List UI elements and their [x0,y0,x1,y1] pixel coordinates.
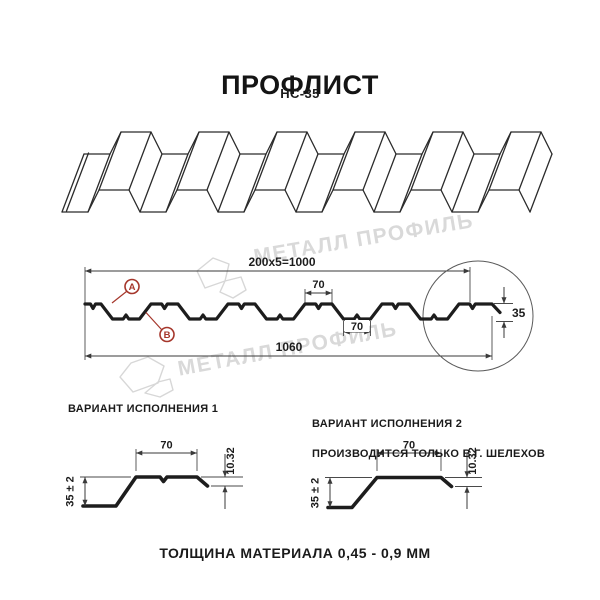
logo-watermark-mark [119,356,174,398]
dim-label-overall: 1060 [276,340,303,354]
dim-label-coverage: 200x5=1000 [248,255,315,269]
variant-1-drawing: 70 35 ± 2 10.32 [65,440,243,509]
dim-label-v2-width: 70 [403,440,415,452]
callout-a: А [111,278,140,304]
logo-watermark-mark [196,257,247,299]
svg-text:В: В [164,330,171,341]
detail-circle [422,260,534,372]
variant-2-heading: ВАРИАНТ ИСПОЛНЕНИЯ 2 ПРОИЗВОДИТСЯ ТОЛЬКО… [312,402,545,477]
variant-2-heading-line2: ПРОИЗВОДИТСЯ ТОЛЬКО В Г. ШЕЛЕХОВ [312,448,546,460]
dim-label-v1-width: 70 [160,440,172,452]
cross-section-drawing: 200x5=1000 1060 70 70 35 А В [83,255,534,372]
dim-label-v1-height: 35 ± 2 [65,476,77,507]
dim-label-v2-edge: 10.32 [467,447,479,475]
material-thickness-note: ТОЛЩИНА МАТЕРИАЛА 0,45 - 0,9 ММ [159,545,431,561]
dim-label-valley: 70 [351,321,363,333]
dim-label-crest: 70 [312,279,324,291]
callout-b: В [145,312,175,343]
dim-label-v2-height: 35 ± 2 [310,478,322,509]
svg-text:А: А [129,282,136,293]
variant-2-drawing: 70 35 ± 2 10.32 [310,440,482,510]
model-code: НС-35 [280,86,320,101]
dim-label-height: 35 [512,306,526,320]
profiled-sheet-3d-drawing [61,131,553,213]
variant-2-heading-line1: ВАРИАНТ ИСПОЛНЕНИЯ 2 [312,418,463,430]
dim-label-v1-edge: 10.32 [225,447,237,475]
cross-section-profile [83,302,502,321]
variant-1-heading: ВАРИАНТ ИСПОЛНЕНИЯ 1 [68,403,219,415]
page-title: ПРОФЛИСТ [221,70,379,101]
